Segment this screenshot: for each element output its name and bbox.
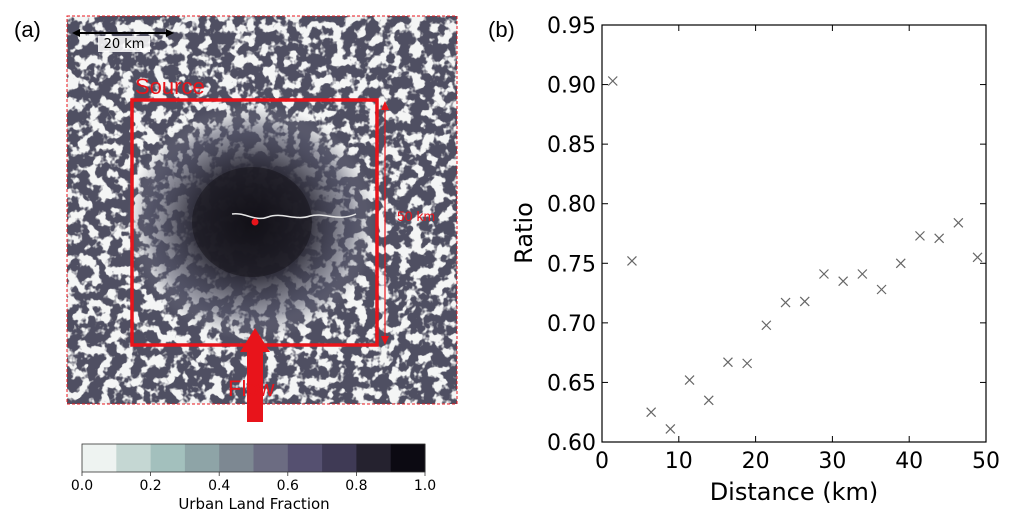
x-tick-label: 50 [972,449,1000,474]
data-point [915,230,925,241]
y-tick-label: 0.70 [547,312,596,337]
y-axis-label: Ratio [510,202,538,264]
plot-frame [601,24,987,443]
data-point [684,375,695,385]
data-point [953,217,964,228]
colorbar-tick-label: 0.4 [208,478,230,494]
y-tick-label: 0.85 [547,133,596,158]
scatter-panel-label: (b) [488,17,515,42]
data-point [799,296,810,307]
colorbar-tick-label: 1.0 [414,478,436,494]
x-tick-label: 40 [895,449,923,474]
map-panel-label: (a) [14,17,41,42]
colorbar-tick-label: 0.6 [277,478,299,494]
data-point [838,276,849,287]
data-point [857,269,868,279]
x-tick-label: 10 [665,449,693,474]
y-tick-label: 0.65 [547,371,596,396]
scale-bar-label: 20 km [104,37,145,52]
data-point [665,423,676,434]
data-point [876,284,887,295]
colorbar-tick-label: 0.0 [71,478,93,494]
center-marker [251,218,259,226]
size-arrow: 50 km [381,101,435,345]
x-axis: 0 10 20 30 40 50 [595,25,1000,474]
y-tick-label: 0.80 [547,193,596,218]
colorbar-tick-label: 0.2 [139,478,161,494]
colorbar-segment [287,444,323,472]
colorbar-segment [116,444,152,472]
y-axis: 0.60 0.65 0.70 0.75 0.80 0.85 0.90 0.95 [547,14,986,456]
flow-label: Flow [228,376,275,401]
colorbar-segment [184,444,220,472]
data-point [723,357,733,368]
colorbar-tick-label: 0.8 [345,478,367,494]
data-point [780,297,791,308]
colorbar-frame [81,443,426,473]
colorbar-segment [390,444,426,472]
y-tick-label: 0.60 [547,431,596,456]
data-point [972,252,983,263]
data-point [934,233,945,244]
colorbar-label: Urban Land Fraction [178,495,329,513]
scale-bar: 20 km [72,29,174,52]
colorbar-segment [356,444,392,472]
y-tick-label: 0.75 [547,252,596,277]
scatter-points [607,76,983,434]
x-tick-label: 30 [818,449,846,474]
colorbar-segment [253,444,289,472]
y-tick-label: 0.90 [547,74,596,99]
x-tick-label: 0 [595,449,609,474]
data-point [703,395,714,406]
data-point [761,320,772,331]
y-tick-label: 0.95 [547,14,596,39]
colorbar-segment [82,444,117,472]
data-point [607,76,618,86]
data-point [819,269,829,279]
river [231,213,357,220]
flow-arrow [240,328,270,422]
colorbar-segment [322,444,357,472]
size-label: 50 km [397,208,435,224]
colorbar-segment [150,444,186,472]
x-tick-label: 20 [742,449,770,474]
data-point [627,255,637,266]
data-point [646,407,657,418]
colorbar-ticks: 0.0 0.2 0.4 0.6 0.8 1.0 [71,472,436,494]
source-label: Source [135,74,205,99]
x-axis-label: Distance (km) [710,478,879,506]
colorbar [82,444,426,472]
data-point [895,258,906,269]
data-point [742,358,753,369]
colorbar-segment [219,444,254,472]
